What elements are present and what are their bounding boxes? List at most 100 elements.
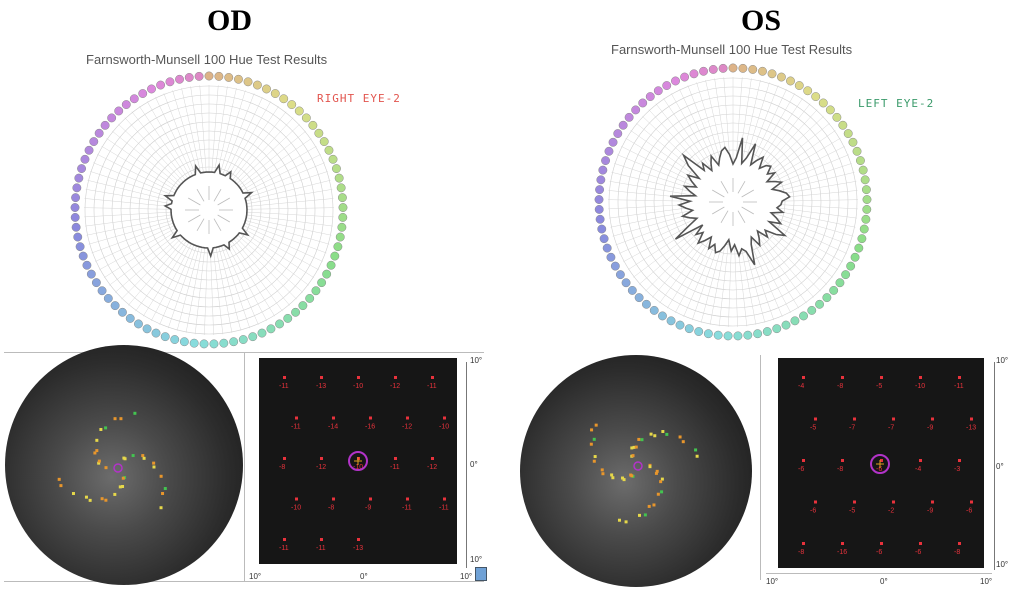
stimulus-point	[443, 416, 446, 420]
polar-spoke	[109, 232, 179, 286]
hue-cap	[147, 84, 156, 94]
polar-spoke	[246, 198, 334, 207]
inner-tick	[217, 197, 230, 206]
os-fm-title: Farnsworth-Munsell 100 Hue Test Results	[611, 42, 853, 57]
hue-cap	[680, 72, 690, 82]
hue-cap	[843, 129, 853, 139]
stimulus-value: -10	[291, 505, 301, 512]
polar-spoke	[93, 162, 174, 196]
fundus-point	[624, 520, 628, 524]
hue-cap	[596, 175, 606, 185]
polar-spoke	[232, 111, 287, 181]
polar-spoke	[223, 244, 259, 325]
polar-spoke	[633, 224, 703, 278]
stimulus-point	[394, 376, 397, 379]
polar-spoke	[245, 171, 328, 199]
fundus-point	[95, 449, 99, 453]
hue-cap	[743, 330, 753, 340]
od-fm-title: Farnsworth-Munsell 100 Hue Test Results	[86, 52, 328, 67]
polar-spoke	[221, 245, 251, 329]
hue-cap	[850, 252, 860, 262]
os-divider-vertical	[760, 355, 761, 580]
hue-cap	[781, 320, 791, 330]
hue-cap	[599, 234, 609, 244]
stimulus-point	[919, 376, 922, 379]
hue-cap	[662, 81, 672, 90]
polar-spoke	[204, 247, 208, 335]
stimulus-point	[283, 538, 286, 541]
hue-cap	[103, 293, 113, 303]
hue-cap	[175, 74, 184, 84]
stimulus-point	[931, 417, 934, 421]
stimulus-value: -7	[849, 425, 855, 432]
fundus-point	[589, 442, 593, 446]
hue-cap	[699, 66, 708, 76]
polar-spoke	[235, 236, 297, 300]
hue-cap	[257, 328, 267, 338]
stimulus-value: -9	[927, 425, 933, 432]
polar-spoke	[700, 238, 724, 323]
polar-spoke	[246, 189, 333, 204]
stimulus-point	[431, 376, 434, 379]
polar-spoke	[244, 222, 327, 254]
polar-spoke	[620, 146, 700, 186]
polar-spoke	[756, 103, 811, 173]
error-score-polygon	[669, 137, 791, 266]
polar-spoke	[228, 242, 276, 317]
fundus-point	[600, 468, 604, 472]
stimulus-value: -7	[888, 425, 894, 432]
hue-cap	[78, 251, 88, 261]
stimulus-point	[320, 457, 323, 460]
od-divider-bottom	[4, 581, 484, 582]
hue-cap	[84, 145, 94, 155]
stimulus-value: -9	[927, 508, 933, 515]
polar-spoke	[752, 234, 800, 309]
hue-cap	[338, 212, 348, 222]
polar-spoke	[88, 220, 173, 245]
fundus-point	[630, 446, 634, 450]
hue-cap	[799, 311, 808, 321]
fundus-point	[611, 476, 615, 480]
polar-spoke	[638, 226, 705, 285]
fundus-point	[659, 480, 663, 484]
stimulus-point	[841, 376, 844, 379]
stimulus-value: -8	[328, 505, 334, 512]
hue-cap	[298, 301, 308, 311]
hue-cap	[621, 278, 631, 288]
stimulus-value: -12	[402, 424, 412, 431]
polar-spoke	[770, 203, 858, 210]
stimulus-point	[841, 542, 844, 545]
fundus-point	[660, 490, 664, 494]
polar-spoke	[683, 236, 719, 317]
hue-cap	[337, 222, 347, 232]
fundus-point	[84, 495, 88, 499]
inner-tick	[741, 206, 754, 215]
polar-spoke	[245, 180, 331, 202]
polar-spoke	[84, 207, 172, 210]
hue-cap	[134, 319, 143, 329]
hue-cap	[852, 146, 862, 156]
fundus-point	[93, 451, 97, 455]
hue-cap	[71, 222, 81, 232]
hue-cap	[762, 327, 772, 336]
polar-spoke	[172, 90, 199, 174]
hue-cap	[694, 327, 704, 336]
polar-spoke	[761, 226, 828, 285]
fundus-point	[159, 506, 163, 510]
polar-spoke	[118, 123, 182, 185]
scroll-button[interactable]	[475, 567, 487, 581]
fundus-point	[104, 426, 108, 430]
polar-spoke	[91, 222, 174, 254]
polar-spoke	[770, 199, 858, 202]
polar-spoke	[709, 239, 727, 325]
hue-cap	[638, 98, 648, 108]
polar-spoke	[241, 145, 317, 191]
stimulus-value: -10	[353, 464, 363, 471]
polar-spoke	[769, 163, 852, 191]
polar-spoke	[755, 232, 807, 304]
od-axis-top: 10°	[470, 356, 483, 365]
hue-cap	[772, 324, 782, 334]
polar-spoke	[747, 236, 783, 317]
hue-cap	[91, 278, 101, 288]
